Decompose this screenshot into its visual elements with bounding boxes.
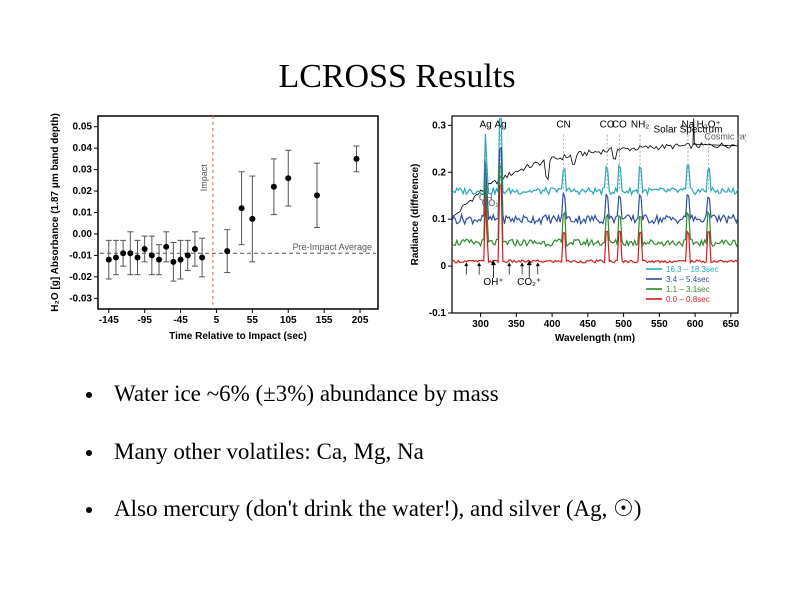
svg-text:650: 650 [723,319,740,330]
svg-text:Na: Na [682,120,695,131]
svg-text:0.04: 0.04 [73,143,93,154]
svg-text:Cosmic ray: Cosmic ray [704,131,746,141]
svg-text:0.0 – 0.8sec: 0.0 – 0.8sec [666,295,710,304]
svg-text:CO₂⁺: CO₂⁺ [517,277,541,288]
svg-text:0.00: 0.00 [73,229,93,240]
svg-text:0.2: 0.2 [432,167,446,178]
svg-text:600: 600 [687,319,704,330]
slide-title: LCROSS Results [0,58,794,96]
svg-text:155: 155 [316,315,333,326]
svg-text:0: 0 [440,261,446,272]
slide: LCROSS Results -0.03 -0.02 -0.01 0.00 0.01 0.… [0,0,794,595]
svg-text:16.3 – 18.3sec: 16.3 – 18.3sec [666,265,718,274]
svg-text:0.02: 0.02 [73,186,93,197]
bullet-text: Water ice ~6% (±3%) abundance by mass [114,380,499,408]
bullet-item: Many other volatiles: Ca, Mg, Na [86,438,754,466]
svg-text:400: 400 [544,319,561,330]
svg-text:0.01: 0.01 [73,208,93,219]
bullet-icon [86,392,92,398]
svg-text:Radiance (difference): Radiance (difference) [410,164,421,266]
svg-text:-0.02: -0.02 [69,272,92,283]
svg-text:Pre-Impact Average: Pre-Impact Average [293,242,372,252]
svg-text:-0.1: -0.1 [429,308,447,319]
chart-left: -0.03 -0.02 -0.01 0.00 0.01 0.02 0.03 0.04 0.05 -… [46,108,386,348]
svg-text:H₂O [g] Absorbance (1.87 μm ba: H₂O [g] Absorbance (1.87 μm band depth) [50,113,61,312]
bullet-icon [86,507,92,513]
svg-text:-0.01: -0.01 [69,250,92,261]
svg-text:0.1: 0.1 [432,214,446,225]
chart-right: -0.1 0 0.1 0.2 0.3 300 350 400 450 500 550 600 650 Wa… [406,108,746,348]
svg-text:NH₂: NH₂ [631,120,649,131]
svg-text:CO₂: CO₂ [482,198,500,208]
svg-text:550: 550 [651,319,668,330]
svg-text:300: 300 [472,319,489,330]
svg-text:450: 450 [580,319,597,330]
chart-left-svg: -0.03 -0.02 -0.01 0.00 0.01 0.02 0.03 0.04 0.05 -… [46,108,386,343]
svg-text:1.1 – 3.1sec: 1.1 – 3.1sec [666,285,710,294]
svg-text:-145: -145 [99,315,119,326]
svg-text:205: 205 [352,315,369,326]
bullet-text: Many other volatiles: Ca, Mg, Na [114,438,424,466]
svg-text:0.3: 0.3 [432,120,446,131]
svg-text:-0.03: -0.03 [69,293,92,304]
svg-text:Ag: Ag [495,120,507,131]
bullet-list: Water ice ~6% (±3%) abundance by mass Ma… [86,380,754,553]
svg-text:CO: CO [612,120,627,131]
svg-text:Impact: Impact [199,164,209,192]
chart-right-svg: -0.1 0 0.1 0.2 0.3 300 350 400 450 500 550 600 650 Wa… [406,108,746,343]
svg-text:CN: CN [556,120,570,131]
bullet-item: Also mercury (don't drink the water!), a… [86,495,754,523]
svg-text:3.4 – 5.4sec: 3.4 – 5.4sec [666,275,710,284]
svg-text:500: 500 [615,319,632,330]
svg-text:H₂O⁺: H₂O⁺ [697,120,721,131]
svg-text:-95: -95 [137,315,152,326]
svg-text:55: 55 [247,315,259,326]
svg-text:OH⁺: OH⁺ [483,277,503,288]
svg-text:105: 105 [280,315,297,326]
charts-row: -0.03 -0.02 -0.01 0.00 0.01 0.02 0.03 0.04 0.05 -… [46,108,748,348]
bullet-icon [86,450,92,456]
svg-text:0.05: 0.05 [73,122,93,133]
svg-text:-45: -45 [173,315,188,326]
bullet-item: Water ice ~6% (±3%) abundance by mass [86,380,754,408]
svg-text:Time Relative to Impact (sec): Time Relative to Impact (sec) [169,331,307,342]
svg-text:5: 5 [214,315,220,326]
svg-text:350: 350 [508,319,525,330]
bullet-text: Also mercury (don't drink the water!), a… [114,495,641,523]
svg-text:Wavelength (nm): Wavelength (nm) [555,333,635,343]
svg-text:Ag: Ag [479,120,491,131]
svg-text:0.03: 0.03 [73,165,93,176]
